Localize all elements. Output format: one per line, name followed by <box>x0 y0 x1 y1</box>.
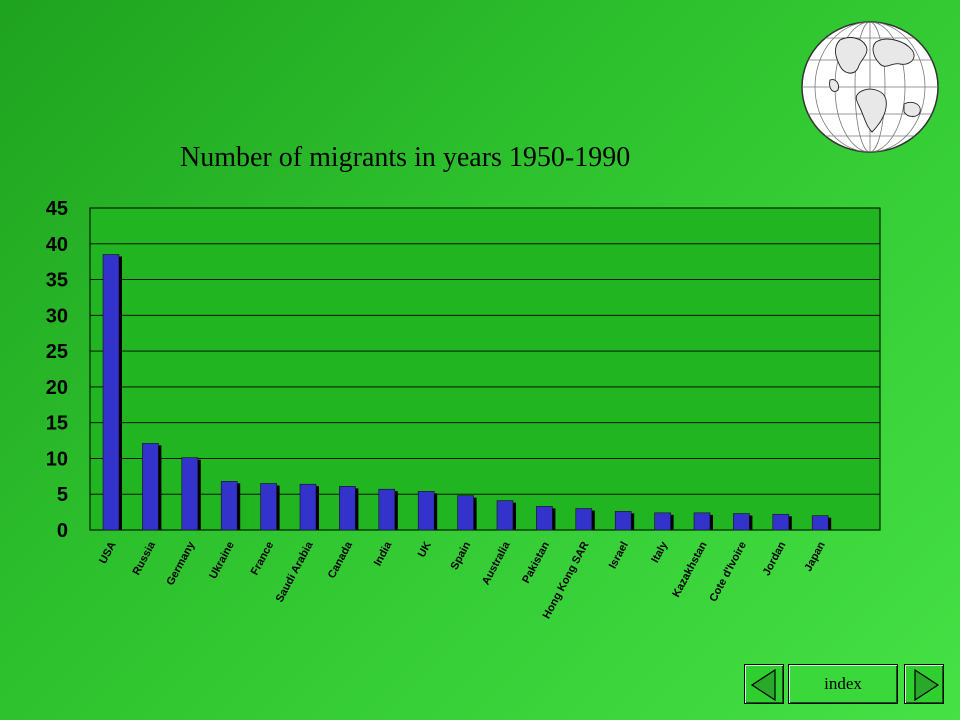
x-category-label: Cote d'Ivoire <box>707 540 749 604</box>
y-tick-label: 40 <box>46 234 68 256</box>
bar <box>220 481 238 531</box>
bar <box>457 495 474 531</box>
x-category-label: India <box>372 539 395 568</box>
globe-icon <box>801 21 939 153</box>
y-tick-label: 5 <box>57 484 68 506</box>
y-tick-label: 45 <box>46 198 68 220</box>
bar <box>733 513 750 531</box>
x-category-label: USA <box>97 540 119 566</box>
y-tick-label: 15 <box>46 413 68 435</box>
y-tick-label: 20 <box>46 377 68 399</box>
previous-button[interactable] <box>744 664 784 704</box>
bar <box>417 491 435 531</box>
y-tick-label: 0 <box>57 520 68 542</box>
bar <box>496 500 514 531</box>
x-category-label: Jordan <box>761 540 789 578</box>
index-button[interactable]: index <box>788 664 898 704</box>
bar <box>102 254 120 531</box>
x-category-label: Australia <box>480 539 513 587</box>
next-button[interactable] <box>904 664 944 704</box>
bar <box>575 508 593 531</box>
bar <box>811 515 829 531</box>
y-tick-label: 30 <box>46 305 68 327</box>
bar <box>693 512 711 531</box>
x-category-label: Saudi Arabia <box>274 539 316 604</box>
x-category-label: Russia <box>131 539 159 577</box>
triangle-right-icon <box>914 668 940 702</box>
x-category-label: Pakistan <box>520 540 552 586</box>
x-category-label: Kazakhstan <box>670 540 709 600</box>
bar <box>339 486 356 531</box>
x-category-label: France <box>249 540 277 577</box>
x-category-label: Spain <box>449 540 474 572</box>
x-category-label: Germany <box>164 539 197 588</box>
x-category-label: Israel <box>607 540 631 571</box>
plot-area <box>89 207 881 531</box>
chart-title: Number of migrants in years 1950-1990 <box>180 142 631 173</box>
y-tick-label: 35 <box>46 270 68 292</box>
y-tick-label: 10 <box>46 448 68 470</box>
bar <box>260 483 277 531</box>
bar <box>614 511 632 531</box>
bar <box>142 443 159 531</box>
bar <box>536 506 553 531</box>
bar <box>299 483 317 531</box>
x-category-label: Canada <box>326 539 356 580</box>
x-category-label: UK <box>416 540 434 560</box>
bar <box>772 513 790 531</box>
bar <box>181 457 199 531</box>
triangle-left-icon <box>750 668 776 702</box>
bar <box>378 488 396 531</box>
x-category-label: Italy <box>649 539 670 565</box>
x-category-label: Ukraine <box>207 540 237 581</box>
y-tick-label: 25 <box>46 341 68 363</box>
x-category-label: Japan <box>802 540 828 574</box>
bar <box>654 512 671 531</box>
